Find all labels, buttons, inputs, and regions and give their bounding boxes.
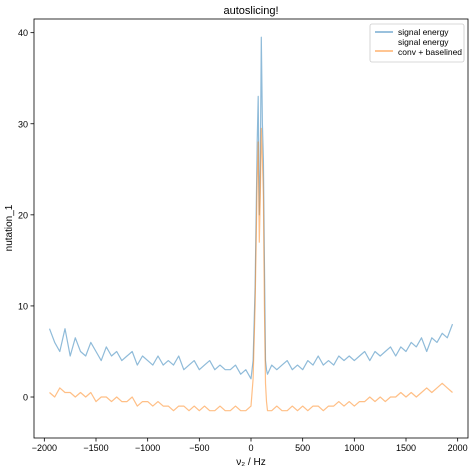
x-tick-label: 0 <box>248 443 253 453</box>
legend-box <box>369 23 465 63</box>
y-tick-label: 10 <box>18 301 28 311</box>
series-layer <box>48 36 454 412</box>
y-axis-ticks: 0 10 20 30 40 <box>18 28 34 403</box>
series-line-0 <box>48 36 454 380</box>
series-line-1 <box>49 127 453 412</box>
legend-label-signal-energy: signal energy <box>398 27 449 37</box>
x-tick-label: 1500 <box>396 443 416 453</box>
x-axis-ticks: −2000 −1500 −1000 −500 0 500 1000 1500 2000 <box>32 438 468 453</box>
x-tick-label: −500 <box>189 443 209 453</box>
y-tick-label: 20 <box>18 210 28 220</box>
x-tick-label: 1000 <box>344 443 364 453</box>
x-tick-label: −1000 <box>135 443 160 453</box>
y-tick-label: 40 <box>18 28 28 38</box>
y-tick-label: 30 <box>18 119 28 129</box>
x-axis-label: ν₂ / Hz <box>236 457 265 468</box>
chart-title: autoslicing! <box>223 5 278 17</box>
x-tick-label: −1500 <box>83 443 108 453</box>
y-tick-label: 0 <box>23 393 28 403</box>
x-tick-label: −2000 <box>32 443 57 453</box>
legend-label-conv-baselined: signal energy conv + baselined <box>398 37 462 57</box>
chart-legend: signal energy signal energy conv + baseli… <box>369 23 465 63</box>
x-tick-label: 2000 <box>448 443 468 453</box>
y-axis-label: nutation_1 <box>4 204 15 251</box>
x-tick-label: 500 <box>295 443 310 453</box>
